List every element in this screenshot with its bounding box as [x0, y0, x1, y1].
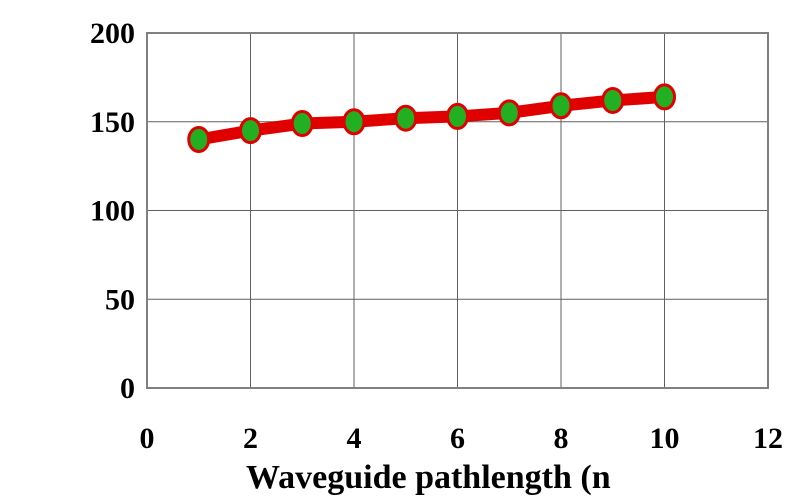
y-tick-label: 150 [90, 106, 135, 139]
x-axis-label: Waveguide pathlength (n [246, 459, 611, 496]
x-tick-label: 2 [243, 422, 258, 455]
x-tick-label: 12 [753, 422, 783, 455]
x-tick-label: 8 [554, 422, 569, 455]
data-point [394, 104, 418, 132]
data-point [239, 117, 262, 145]
x-axis-ticks: 0 2 4 6 8 10 12 [140, 422, 784, 455]
y-tick-label: 50 [105, 283, 135, 316]
data-point [497, 99, 521, 127]
x-tick-label: 0 [140, 422, 155, 455]
data-point [342, 108, 366, 136]
grid [146, 32, 769, 389]
x-tick-label: 4 [347, 422, 362, 455]
data-point [601, 86, 625, 114]
data-point [653, 83, 676, 111]
x-tick-label: 10 [650, 422, 680, 455]
x-tick-label: 6 [450, 422, 465, 455]
series-group [187, 83, 676, 153]
data-point [290, 110, 314, 138]
series-line [197, 90, 665, 146]
data-point [446, 102, 469, 130]
y-tick-label: 200 [90, 17, 135, 50]
data-point [549, 92, 573, 120]
y-tick-label: 0 [120, 372, 135, 405]
data-point [187, 126, 211, 153]
y-tick-label: 100 [90, 195, 135, 228]
plot-area-border [146, 32, 769, 389]
y-axis-ticks: 0 50 100 150 200 [90, 17, 135, 405]
